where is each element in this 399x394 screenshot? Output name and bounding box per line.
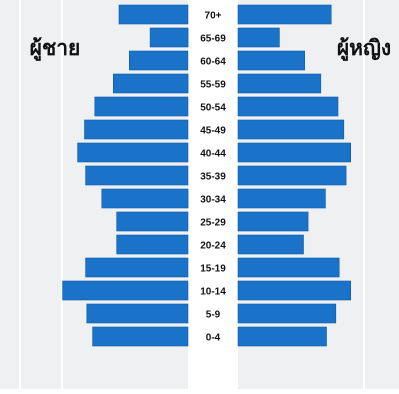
age-label: 65-69 (200, 34, 226, 45)
female-series-label: ผู้หญิง (337, 36, 391, 62)
age-group-labels: 70+ 65-69 60-64 55-59 50-54 45-49 40-44 35-39 30… (200, 11, 226, 344)
age-label: 60-64 (200, 57, 226, 68)
gridlines (19, 0, 365, 389)
male-bar-15-19 (85, 257, 189, 278)
age-label: 30-34 (200, 195, 226, 206)
female-bar-25-29 (237, 211, 309, 232)
female-bar-55-59 (237, 73, 322, 94)
female-bar-40-44 (237, 142, 351, 163)
female-bar-30-34 (237, 188, 326, 209)
age-label: 40-44 (200, 149, 226, 160)
male-bar-20-24 (116, 234, 189, 255)
age-label: 35-39 (200, 172, 226, 183)
male-bar-0-4 (92, 326, 189, 347)
age-label: 70+ (205, 11, 222, 22)
male-series-label: ผู้ชาย (30, 36, 81, 62)
female-bar-35-39 (237, 165, 347, 186)
female-bar-10-14 (237, 280, 351, 301)
male-bar-60-64 (129, 50, 189, 71)
age-label: 0-4 (206, 333, 221, 344)
female-bar-0-4 (237, 326, 327, 347)
female-bar-45-49 (237, 119, 345, 140)
age-label: 5-9 (206, 310, 221, 321)
male-bar-35-39 (85, 165, 189, 186)
age-label: 25-29 (200, 218, 226, 229)
male-bar-40-44 (77, 142, 189, 163)
female-bar-60-64 (237, 50, 305, 71)
male-bar-10-14 (62, 280, 189, 301)
male-bar-55-59 (113, 73, 189, 94)
age-label: 15-19 (200, 264, 226, 275)
male-bar-65-69 (149, 27, 189, 48)
male-bars (62, 4, 189, 347)
female-bar-5-9 (237, 303, 337, 324)
male-bar-45-49 (84, 119, 189, 140)
male-bar-70+ (118, 4, 189, 25)
center-axis-strip (188, 0, 238, 389)
age-label: 10-14 (200, 287, 226, 298)
age-label: 20-24 (200, 241, 226, 252)
female-bar-20-24 (237, 234, 304, 255)
age-label: 50-54 (200, 103, 226, 114)
male-bar-50-54 (94, 96, 189, 117)
female-bar-70+ (237, 4, 332, 25)
age-label: 45-49 (200, 126, 226, 137)
female-bars (237, 4, 351, 347)
female-bar-50-54 (237, 96, 339, 117)
age-label: 55-59 (200, 80, 226, 91)
male-bar-25-29 (116, 211, 189, 232)
male-bar-30-34 (101, 188, 189, 209)
female-bar-15-19 (237, 257, 340, 278)
female-bar-65-69 (237, 27, 280, 48)
male-bar-5-9 (86, 303, 189, 324)
